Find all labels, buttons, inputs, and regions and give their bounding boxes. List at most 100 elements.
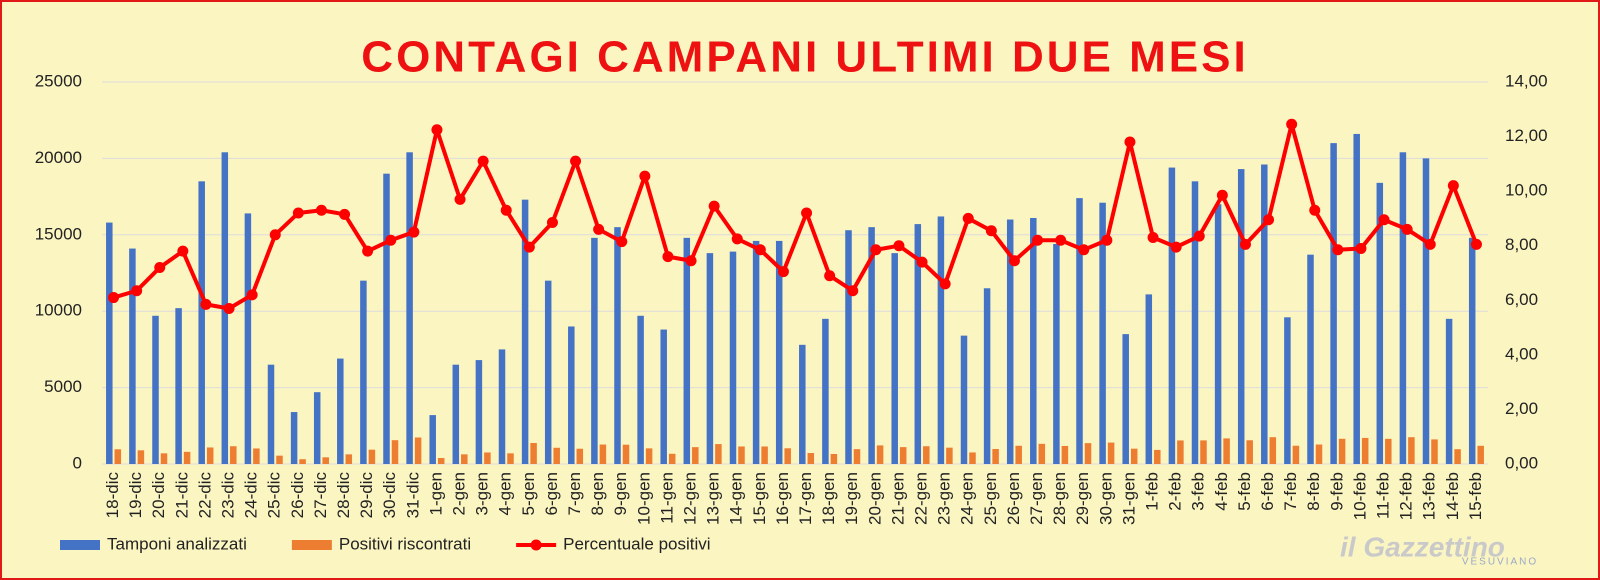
bar <box>1385 438 1392 464</box>
bar <box>1214 204 1222 465</box>
line-point <box>1424 238 1436 250</box>
bar <box>761 446 768 464</box>
bar <box>1307 254 1314 464</box>
x-tick-label: 5-feb <box>1235 472 1254 511</box>
bar <box>830 453 838 464</box>
y-tick-label: 15000 <box>35 224 82 243</box>
x-tick-label: 13-gen <box>704 472 723 525</box>
legend-swatch <box>291 540 332 550</box>
bar <box>1261 164 1268 464</box>
x-tick-label: 16-gen <box>773 472 792 525</box>
bar <box>983 288 991 464</box>
bar <box>414 437 422 464</box>
line-point <box>639 170 651 182</box>
line-point <box>1008 255 1020 267</box>
bar <box>106 222 113 464</box>
bar <box>822 318 829 464</box>
bar <box>660 329 667 464</box>
y2-tick-label: 10,00 <box>1505 181 1548 200</box>
line-point <box>269 229 281 241</box>
x-tick-label: 1-feb <box>1143 472 1162 511</box>
line-point <box>292 207 304 219</box>
x-tick-label: 12-gen <box>681 472 700 525</box>
line-point <box>1055 234 1067 246</box>
x-tick-label: 20-dic <box>149 472 168 519</box>
line-point <box>408 226 420 238</box>
bar <box>1399 152 1407 464</box>
x-tick-label: 24-gen <box>958 472 977 525</box>
x-tick-label: 12-feb <box>1397 472 1416 520</box>
bar <box>729 251 737 464</box>
bar <box>1223 438 1230 464</box>
bar <box>1107 442 1115 464</box>
bar <box>360 280 367 464</box>
bar <box>276 455 283 464</box>
bar <box>152 315 159 464</box>
x-tick-label: 30-gen <box>1096 472 1115 525</box>
legend-label: Positivi riscontrati <box>339 534 471 553</box>
bar <box>614 227 621 464</box>
bar <box>1284 317 1291 464</box>
bar <box>253 448 260 464</box>
y-tick-label: 25000 <box>35 71 82 90</box>
x-tick-label: 19-gen <box>842 472 861 525</box>
bar <box>507 453 514 464</box>
bar <box>923 446 930 464</box>
bar <box>198 181 205 464</box>
x-tick-label: 18-gen <box>819 472 838 525</box>
bar <box>637 315 644 464</box>
line-point <box>916 256 928 268</box>
x-tick-label: 26-dic <box>288 472 307 519</box>
line-point <box>1193 230 1205 242</box>
bar <box>845 230 852 464</box>
bar <box>876 445 884 464</box>
x-tick-label: 21-gen <box>888 472 907 525</box>
bar <box>1076 198 1083 465</box>
x-tick-label: 8-gen <box>588 472 607 515</box>
line-point <box>1032 234 1044 246</box>
bar <box>891 253 898 464</box>
bar <box>868 227 875 464</box>
bar <box>484 452 491 464</box>
x-tick-label: 15-gen <box>750 472 769 525</box>
line-point <box>362 245 374 257</box>
bar <box>668 453 676 464</box>
x-tick-label: 22-dic <box>195 472 214 519</box>
legend-label: Tamponi analizzati <box>107 534 247 553</box>
x-tick-label: 28-gen <box>1050 472 1069 525</box>
bar <box>683 237 691 464</box>
bar <box>345 454 353 464</box>
y-tick-label: 20000 <box>35 148 82 167</box>
line-point <box>246 289 258 301</box>
x-tick-label: 15-feb <box>1466 472 1485 520</box>
x-tick-label: 29-gen <box>1073 472 1092 525</box>
bar <box>692 447 699 464</box>
x-tick-label: 14-gen <box>727 472 746 525</box>
line-point <box>523 241 535 253</box>
bar <box>853 449 861 464</box>
x-tick-label: 6-gen <box>542 472 561 515</box>
legend-swatch <box>60 540 100 550</box>
bar <box>1361 437 1369 464</box>
line-point <box>708 200 720 212</box>
x-tick-label: 21-dic <box>172 472 191 519</box>
bar <box>206 447 214 464</box>
line-point <box>754 244 766 256</box>
x-tick-label: 2-gen <box>450 472 469 515</box>
legend-swatch-point <box>530 539 542 551</box>
line-point <box>315 204 327 216</box>
bar <box>461 454 468 464</box>
line-point <box>801 207 813 219</box>
bar <box>1422 158 1430 464</box>
line-point <box>1401 223 1413 235</box>
bar <box>775 240 783 464</box>
line-point <box>1147 232 1159 244</box>
bar <box>1177 440 1184 464</box>
x-tick-label: 5-gen <box>519 472 538 515</box>
line-point <box>1309 204 1321 216</box>
x-tick-label: 13-feb <box>1420 472 1439 520</box>
bar <box>946 447 953 464</box>
bar <box>553 447 560 464</box>
